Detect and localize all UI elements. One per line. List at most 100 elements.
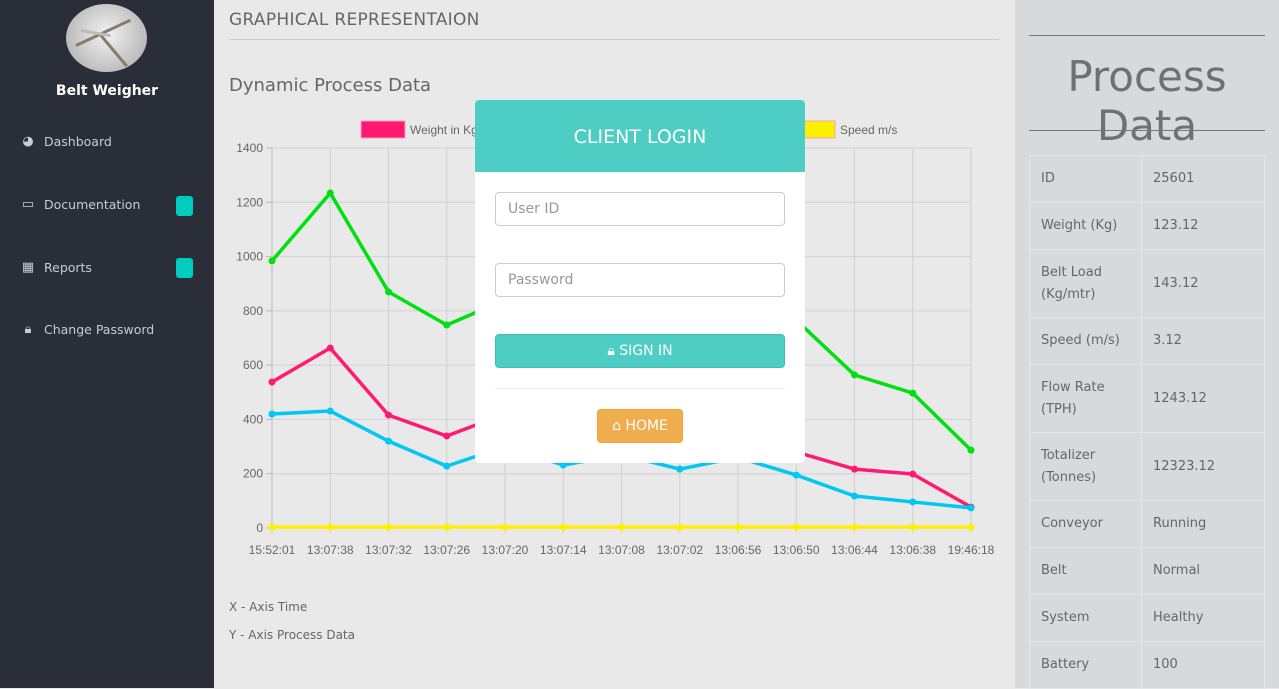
table-row: Flow Rate (TPH) 1243.12 — [1029, 364, 1265, 433]
data-point — [676, 523, 684, 531]
dashboard-icon: ◕ — [22, 134, 34, 149]
data-point — [676, 465, 684, 473]
login-modal: CLIENT LOGIN 🔒︎ SIGN IN ⌂ HOME — [475, 100, 805, 463]
brand-name: Belt Weigher — [55, 83, 159, 99]
row-value: 12323.12 — [1141, 432, 1265, 501]
data-point — [443, 462, 451, 470]
data-point — [909, 470, 917, 478]
row-value: Running — [1141, 500, 1265, 548]
user-id-input[interactable] — [495, 192, 785, 226]
data-point — [851, 465, 858, 473]
data-point — [967, 523, 975, 531]
row-label: Speed (m/s) — [1029, 317, 1142, 365]
legend-label: Weight in Kg — [410, 123, 478, 137]
x-tick-label: 13:06:38 — [889, 543, 936, 557]
data-point — [909, 498, 917, 506]
data-point — [385, 288, 392, 296]
x-tick-label: 13:06:56 — [715, 543, 762, 557]
lock-icon: 🔒︎ — [607, 343, 615, 359]
data-point — [792, 471, 800, 479]
login-title: CLIENT LOGIN — [475, 100, 805, 172]
data-point — [268, 378, 276, 386]
data-point — [326, 407, 334, 415]
data-point — [385, 437, 392, 445]
sidebar-item-change-password[interactable]: 🔒︎ Change Password — [20, 322, 155, 337]
grid-icon: ▦ — [21, 260, 35, 275]
data-point — [326, 189, 334, 197]
password-input[interactable] — [495, 263, 785, 297]
data-point — [851, 523, 858, 531]
x-tick-label: 13:07:38 — [307, 543, 354, 557]
row-value: 143.12 — [1141, 249, 1265, 318]
data-point — [385, 411, 392, 419]
chart-heading: Dynamic Process Data — [229, 75, 432, 96]
process-data-title: Process Data — [1067, 52, 1227, 150]
y-tick-label: 1200 — [236, 195, 263, 209]
divider — [1029, 130, 1265, 131]
x-tick-label: 15:52:01 — [249, 543, 296, 557]
data-point — [967, 446, 975, 454]
row-value: 123.12 — [1141, 202, 1265, 250]
row-label: Battery — [1029, 641, 1142, 689]
process-data-table: ID 25601 Weight (Kg) 123.12 Belt Load (Kg/mt… — [1029, 155, 1265, 689]
documentation-badge — [176, 196, 193, 216]
data-point — [385, 523, 392, 531]
sidebar-item-reports[interactable]: ▦ Reports — [20, 260, 92, 275]
sidebar-item-documentation[interactable]: ▭ Documentation — [20, 197, 141, 212]
x-tick-label: 13:07:20 — [482, 543, 529, 557]
row-label: ID — [1029, 155, 1142, 203]
reports-badge — [176, 258, 193, 278]
data-point — [909, 523, 917, 531]
home-icon: ⌂ — [612, 418, 621, 434]
table-row: ID 25601 — [1029, 155, 1265, 203]
data-point — [501, 523, 509, 531]
y-tick-label: 800 — [243, 304, 263, 318]
home-button[interactable]: ⌂ HOME — [597, 409, 683, 443]
row-value: Healthy — [1141, 594, 1265, 642]
row-value: 1243.12 — [1141, 364, 1265, 433]
data-point — [268, 257, 276, 265]
sidebar-item-label: Documentation — [44, 197, 141, 212]
x-tick-label: 13:06:50 — [773, 543, 820, 557]
x-tick-label: 13:07:02 — [656, 543, 703, 557]
data-point — [792, 523, 800, 531]
data-point — [559, 523, 567, 531]
data-point — [443, 523, 451, 531]
sign-in-label: SIGN IN — [619, 343, 673, 359]
x-tick-label: 13:06:44 — [831, 543, 878, 557]
row-label: System — [1029, 594, 1142, 642]
table-row: Weight (Kg) 123.12 — [1029, 202, 1265, 250]
x-axis-note: X - Axis Time — [229, 600, 308, 614]
data-point — [326, 523, 334, 531]
divider — [229, 39, 999, 40]
table-row: System Healthy — [1029, 594, 1265, 642]
x-tick-label: 13:07:32 — [365, 543, 412, 557]
sidebar-item-dashboard[interactable]: ◕ Dashboard — [20, 134, 112, 149]
desktop-icon: ▭ — [21, 197, 35, 212]
legend-swatch — [360, 120, 406, 139]
data-point — [851, 371, 858, 379]
y-tick-label: 600 — [243, 358, 263, 372]
section-title: GRAPHICAL REPRESENTAION — [229, 10, 480, 30]
avatar — [66, 4, 147, 72]
row-label: Belt Load (Kg/mtr) — [1029, 249, 1142, 318]
row-label: Weight (Kg) — [1029, 202, 1142, 250]
table-row: Totalizer (Tonnes) 12323.12 — [1029, 432, 1265, 501]
data-point — [851, 492, 858, 500]
row-value: 100 — [1141, 641, 1265, 689]
data-point — [443, 432, 451, 440]
row-label: Totalizer (Tonnes) — [1029, 432, 1142, 501]
table-row: Belt Normal — [1029, 547, 1265, 595]
sidebar-item-label: Change Password — [44, 322, 155, 337]
x-tick-label: 13:07:26 — [423, 543, 470, 557]
x-tick-label: 13:07:14 — [540, 543, 587, 557]
y-axis-note: Y - Axis Process Data — [229, 628, 355, 642]
divider — [495, 388, 785, 389]
lock-icon: 🔒︎ — [24, 322, 32, 337]
table-row: Battery 100 — [1029, 641, 1265, 689]
home-label: HOME — [625, 418, 668, 434]
y-tick-label: 1400 — [236, 141, 263, 155]
sign-in-button[interactable]: 🔒︎ SIGN IN — [495, 334, 785, 368]
x-tick-label: 19:46:18 — [948, 543, 995, 557]
series-3 — [268, 523, 975, 531]
